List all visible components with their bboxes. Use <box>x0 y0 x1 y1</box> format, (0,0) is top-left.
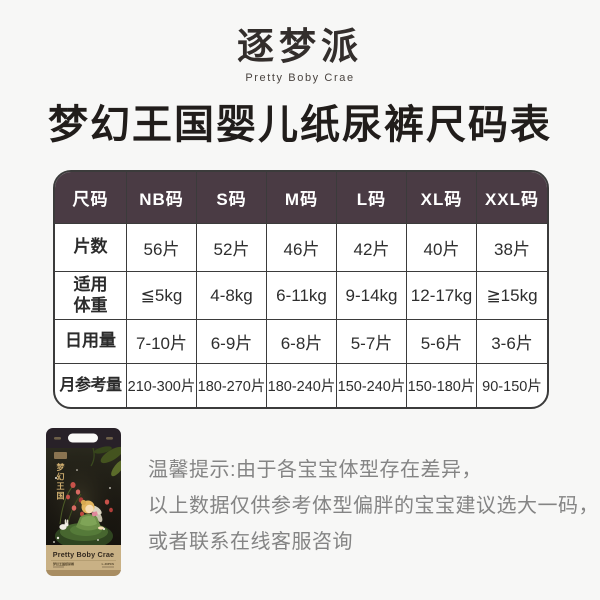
column-header-l: L码 <box>337 172 407 224</box>
package-vertical-title: 梦幻王国 <box>55 462 65 501</box>
rabbit-figure <box>59 519 69 530</box>
package-brand-text: Pretty Boby Crae <box>53 550 115 559</box>
column-header-s: S码 <box>197 172 267 224</box>
table-cell: 6-8片 <box>267 320 337 364</box>
table-cell: 38片 <box>477 224 547 272</box>
diaper-package-illustration: 梦幻王国 <box>46 428 121 576</box>
table-cell: 42片 <box>337 224 407 272</box>
tips-line-3: 或者联系在线客服咨询 <box>148 531 353 553</box>
table-cell: ≧15kg <box>477 272 547 320</box>
package-brand-band <box>46 545 121 570</box>
table-cell: 5-7片 <box>337 320 407 364</box>
fairy-girl-figure <box>76 499 104 531</box>
table-cell: 7-10片 <box>127 320 197 364</box>
row-label: 月参考量 <box>55 364 127 407</box>
table-header-row: 尺码 NB码 S码 M码 L码 XL码 XXL码 <box>55 172 547 224</box>
package-bottom-strip <box>46 570 121 576</box>
package-handle-cutout <box>68 433 98 443</box>
page-title: 梦幻王国婴儿纸尿裤尺码表 <box>48 103 552 147</box>
table-row-daily-usage: 日用量 7-10片 6-9片 6-8片 5-7片 5-6片 3-6片 <box>55 320 547 364</box>
package-tag <box>54 452 67 459</box>
product-package-image: 梦幻王国 <box>46 428 121 576</box>
table-cell: 12-17kg <box>407 272 477 320</box>
package-count-label: L-40PCS <box>102 562 114 566</box>
table-row-monthly-reference: 月参考量 210-300片 180-270片 180-240片 150-240片… <box>55 364 547 407</box>
foliage-decoration <box>90 446 121 477</box>
tips-line-1: 温馨提示:由于各宝宝体型存在差异， <box>148 459 483 481</box>
table-cell: 52片 <box>197 224 267 272</box>
row-label: 片数 <box>55 224 127 272</box>
table-cell: 150-180片 <box>407 364 477 407</box>
row-label: 日用量 <box>55 320 127 364</box>
column-header-size: 尺码 <box>55 172 127 224</box>
table-cell: 90-150片 <box>482 379 542 395</box>
table-cell: 210-300片 <box>127 364 197 407</box>
package-product-name-small: 梦幻王国纸尿裤 <box>53 561 74 566</box>
table-row-piece-count: 片数 56片 52片 46片 42片 40片 38片 <box>55 224 547 272</box>
table-cell: 5-6片 <box>407 320 477 364</box>
column-header-xxl: XXL码 <box>477 172 547 224</box>
table-cell: ≦5kg <box>127 272 197 320</box>
table-cell: 6-11kg <box>267 272 337 320</box>
table-cell: 6-9片 <box>197 320 267 364</box>
table-cell: 180-240片 <box>267 364 337 407</box>
column-header-nb: NB码 <box>127 172 197 224</box>
table-cell: 150-240片 <box>337 364 407 407</box>
table-cell: 180-270片 <box>197 364 267 407</box>
table-cell: 40片 <box>407 224 477 272</box>
brand-logo-subtitle: Pretty Boby Crae <box>245 71 355 84</box>
table-cell: 46片 <box>267 224 337 272</box>
tips-line-2: 以上数据仅供参考体型偏胖的宝宝建议选大一码， <box>148 495 599 517</box>
table-cell: 9-14kg <box>337 272 407 320</box>
table-cell: 56片 <box>127 224 197 272</box>
table-cell: 3-6片 <box>477 320 547 364</box>
table-row-weight-range: 适用 体重 ≦5kg 4-8kg 6-11kg 9-14kg 12-17kg ≧… <box>55 272 547 320</box>
column-header-xl: XL码 <box>407 172 477 224</box>
row-label: 适用 体重 <box>55 272 127 320</box>
brand-logo: 逐梦派 <box>237 26 363 67</box>
brand-header: 逐梦派 Pretty Boby Crae <box>0 26 600 84</box>
size-table: 尺码 NB码 S码 M码 L码 XL码 XXL码 片数 56片 52片 46片 … <box>53 170 549 409</box>
warm-tips-text: 温馨提示:由于各宝宝体型存在差异， 以上数据仅供参考体型偏胖的宝宝建议选大一码，… <box>148 452 599 560</box>
sparkle-dots <box>53 469 111 543</box>
column-header-m: M码 <box>267 172 337 224</box>
table-cell: 4-8kg <box>197 272 267 320</box>
